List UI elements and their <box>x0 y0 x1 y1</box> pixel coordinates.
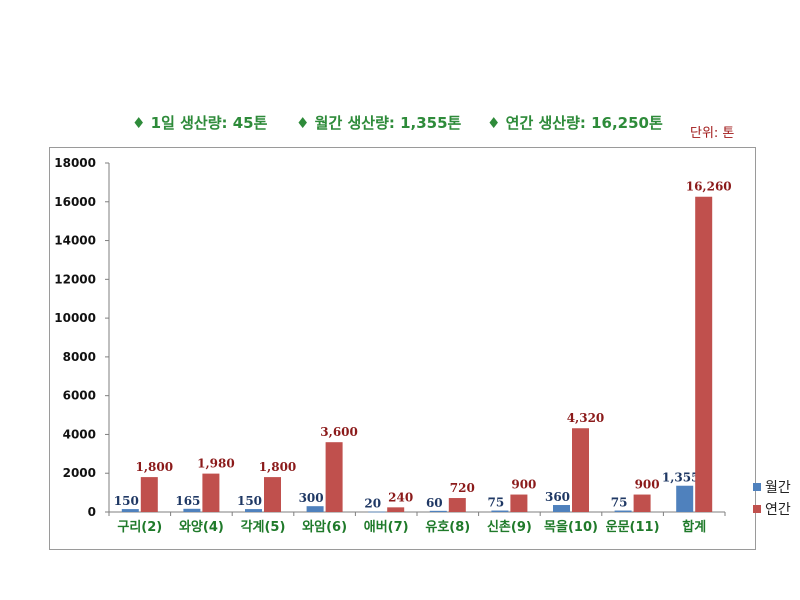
y-tick-label-4: 8000 <box>63 350 96 364</box>
category-label-9: 합계 <box>682 519 706 535</box>
data-label-monthly-6: 75 <box>488 496 505 510</box>
legend-item-monthly: 월간 <box>753 476 791 498</box>
y-tick-label-9: 18000 <box>54 156 96 170</box>
bar-monthly-9 <box>676 485 694 512</box>
category-label-0: 구리(2) <box>117 519 162 535</box>
data-label-monthly-8: 75 <box>611 496 628 510</box>
y-tick-label-2: 4000 <box>63 427 96 441</box>
data-label-annual-1: 1,980 <box>197 457 235 471</box>
bar-monthly-6 <box>491 510 509 512</box>
category-label-1: 와양(4) <box>179 519 224 535</box>
chart-header: ♦ 1일 생산량: 45톤 ♦ 월간 생산량: 1,355톤 ♦ 연간 생산량:… <box>0 112 800 141</box>
bar-annual-5 <box>448 498 466 512</box>
data-label-annual-3: 3,600 <box>320 425 358 439</box>
data-label-monthly-7: 360 <box>545 490 570 504</box>
data-label-monthly-2: 150 <box>237 494 262 508</box>
data-label-annual-4: 240 <box>388 490 413 504</box>
data-label-monthly-9: 1,355 <box>662 471 700 485</box>
legend-label-monthly: 월간 <box>765 480 791 496</box>
legend-swatch-annual <box>753 505 761 513</box>
category-label-8: 운문(11) <box>606 520 660 535</box>
bar-annual-3 <box>325 442 343 512</box>
category-label-4: 애버(7) <box>364 519 409 535</box>
category-label-6: 신촌(9) <box>487 520 532 535</box>
bar-annual-8 <box>633 494 651 512</box>
monthly-production-text: ♦ 월간 생산량: 1,355톤 <box>296 114 462 132</box>
y-tick-label-1: 2000 <box>63 466 96 480</box>
category-label-5: 유호(8) <box>425 520 470 535</box>
y-tick-label-7: 14000 <box>54 234 96 248</box>
data-label-annual-5: 720 <box>450 481 475 495</box>
bar-annual-0 <box>140 477 158 512</box>
bar-annual-4 <box>387 507 405 512</box>
bar-monthly-1 <box>183 508 201 512</box>
chart-area: 0 2000 4000 6000 8000 10000 12000 14000 16000 180… <box>49 147 791 550</box>
bar-annual-1 <box>202 473 220 512</box>
bar-annual-6 <box>510 494 528 512</box>
bar-monthly-3 <box>306 506 324 512</box>
category-label-2: 각계(5) <box>241 520 286 535</box>
y-tick-label-5: 10000 <box>54 311 96 325</box>
data-label-annual-6: 900 <box>511 478 536 492</box>
data-label-monthly-4: 20 <box>364 497 381 511</box>
data-label-annual-8: 900 <box>635 478 660 492</box>
data-label-annual-2: 1,800 <box>259 460 297 474</box>
legend-item-annual: 연간 <box>753 498 791 520</box>
data-label-monthly-5: 60 <box>426 496 443 510</box>
bar-monthly-8 <box>614 510 632 512</box>
legend-swatch-monthly <box>753 483 761 491</box>
bar-monthly-5 <box>429 510 447 512</box>
category-label-7: 목을(10) <box>544 519 598 535</box>
data-label-annual-9: 16,260 <box>686 180 732 194</box>
bar-chart: 0 2000 4000 6000 8000 10000 12000 14000 16000 180… <box>54 156 732 535</box>
bar-monthly-4 <box>368 511 386 513</box>
daily-production-text: ♦ 1일 생산량: 45톤 <box>132 114 268 132</box>
legend: 월간 연간 <box>753 476 791 520</box>
data-label-monthly-0: 150 <box>114 494 139 508</box>
bar-monthly-0 <box>121 509 139 512</box>
bar-annual-2 <box>264 477 281 512</box>
y-tick-label-3: 6000 <box>63 389 96 403</box>
y-tick-label-6: 12000 <box>54 272 96 286</box>
unit-label: 단위: 톤 <box>690 126 735 141</box>
data-label-monthly-1: 165 <box>175 494 200 508</box>
y-tick-label-0: 0 <box>88 505 96 519</box>
annual-production-text: ♦ 연간 생산량: 16,250톤 <box>487 114 663 132</box>
data-label-monthly-3: 300 <box>299 491 324 505</box>
bar-monthly-7 <box>553 505 570 512</box>
y-tick-label-8: 16000 <box>54 195 96 209</box>
legend-label-annual: 연간 <box>765 502 791 518</box>
bar-annual-7 <box>572 428 589 512</box>
bar-monthly-2 <box>245 509 262 512</box>
bar-annual-9 <box>695 196 713 512</box>
category-label-3: 와암(6) <box>302 519 347 535</box>
data-label-annual-7: 4,320 <box>567 411 605 425</box>
data-label-annual-0: 1,800 <box>136 460 174 474</box>
